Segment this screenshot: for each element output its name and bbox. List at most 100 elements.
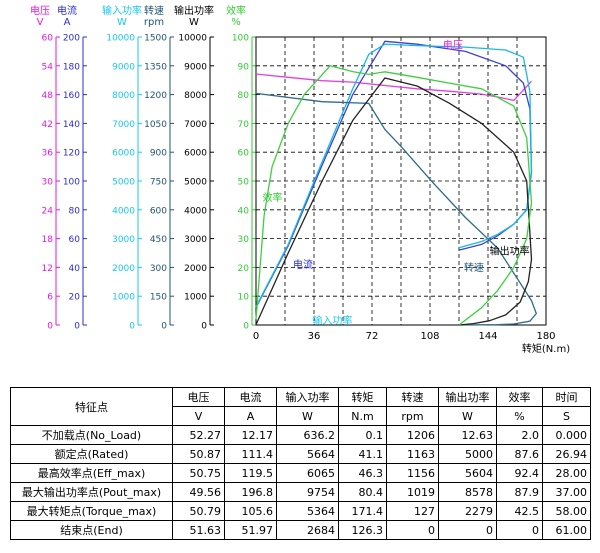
value-cell: 636.2 [276,425,339,445]
axis-tick-label: 6 [47,293,53,303]
axis-tick-label: 1050 [144,120,167,130]
value-cell: 5000 [438,444,497,464]
unit-cell: rpm [386,406,439,426]
value-cell: 58.00 [542,501,591,521]
header-cell-efficiency: 效率 [496,387,543,407]
axis-tick-label: 54 [42,62,54,72]
value-cell: 46.3 [338,463,387,483]
axis-tick-label: 0 [161,322,167,332]
axis-tick-label: 120 [63,149,80,159]
axis-unit: % [231,17,241,28]
series-label: 电流 [293,258,313,271]
value-cell: 50.87 [172,444,225,464]
axis-tick-label: 3000 [184,235,207,245]
axis-tick-label: 100 [232,34,249,44]
curves [255,40,537,326]
unit-cell: W [438,406,497,426]
value-cell: 9754 [276,482,339,502]
axis-tick-label: 140 [63,120,80,130]
row-label-cell: 最大转矩点(Torque_max) [10,501,173,521]
x-tick-label: 0 [253,331,259,342]
axis-tick-label: 60 [238,149,250,159]
header-cell-time: 时间 [542,387,591,407]
axis-tick-label: 6000 [184,149,207,159]
axis-tick-label: 24 [42,206,54,216]
series-line [255,73,532,102]
table-row: 最大输出功率点(Pout_max) 49.56 196.8 9754 80.4 1019 8… [10,482,591,502]
axis-tick-label: 5000 [184,178,207,188]
unit-cell: W [276,406,339,426]
series-line [255,77,533,326]
axis-unit: V [37,17,44,28]
header-cell-torque: 转矩 [338,387,387,407]
axis-tick-label: 50 [238,178,250,188]
value-cell: 111.4 [224,444,277,464]
value-cell: 8578 [438,482,497,502]
axis-tick-label: 1350 [144,62,167,72]
value-cell: 42.5 [496,501,543,521]
value-cell: 171.4 [338,501,387,521]
value-cell: 87.6 [496,444,543,464]
unit-cell: A [224,406,277,426]
axis-tick-label: 40 [69,264,81,274]
value-cell: 0 [438,520,497,540]
table-row: 不加载点(No_Load) 52.27 12.17 636.2 0.1 1206 12.63… [10,425,591,445]
row-label-cell: 结束点(End) [10,520,173,540]
value-cell: 196.8 [224,482,277,502]
value-cell: 105.6 [224,501,277,521]
value-cell: 5664 [276,444,339,464]
value-cell: 6065 [276,463,339,483]
axis-tick-label: 10000 [178,34,207,44]
value-cell: 2279 [438,501,497,521]
axis-unit: W [117,17,127,28]
axis-unit: A [64,17,71,28]
axis-tick-label: 160 [63,91,80,101]
unit-cell: % [496,406,543,426]
axis-tick-label: 4000 [184,206,207,216]
axis-tick-label: 60 [42,34,54,44]
axis-tick-label: 3000 [112,235,135,245]
axis-tick-label: 7000 [184,120,207,130]
axis-tick-label: 100 [63,178,80,188]
header-cell-current: 电流 [224,387,277,407]
axis-tick-label: 7000 [112,120,135,130]
x-tick-label: 180 [536,331,555,342]
axis-tick-label: 4000 [112,206,135,216]
characteristic-points-table: 特征点 电压 电流 输入功率 转矩 转速 输出功率 效率 时间 V A W N.… [10,387,591,540]
value-cell: 119.5 [224,463,277,483]
value-cell: 1206 [386,425,439,445]
axis-tick-label: 1500 [144,34,167,44]
axis-tick-label: 60 [69,235,81,245]
x-axis-label: 转矩(N.m) [522,342,570,355]
value-cell: 49.56 [172,482,225,502]
x-tick-label: 108 [420,331,439,342]
value-cell: 0 [386,520,439,540]
header-cell-output-power: 输出功率 [438,387,497,407]
axis-tick-label: 180 [63,62,80,72]
axis-tick-label: 1000 [112,293,135,303]
series-label: 效率 [262,191,282,204]
axis-tick-label: 18 [42,235,54,245]
series-line [255,43,533,307]
value-cell: 1019 [386,482,439,502]
value-cell: 28.00 [542,463,591,483]
header-cell-voltage: 电压 [172,387,225,407]
axis-tick-label: 9000 [112,62,135,72]
value-cell: 12.63 [438,425,497,445]
value-cell: 50.79 [172,501,225,521]
axis-tick-label: 30 [238,235,250,245]
value-cell: 127 [386,501,439,521]
x-tick-label: 144 [478,331,497,342]
value-cell: 41.1 [338,444,387,464]
axis-tick-label: 200 [63,34,80,44]
value-cell: 61.00 [542,520,591,540]
x-tick-label: 36 [308,331,321,342]
axis-tick-label: 48 [42,91,54,101]
axis-tick-label: 750 [150,178,167,188]
axis-name: 电压 [30,4,50,17]
value-cell: 5364 [276,501,339,521]
value-cell: 2684 [276,520,339,540]
axis-tick-label: 300 [150,264,167,274]
series-line [255,92,537,326]
